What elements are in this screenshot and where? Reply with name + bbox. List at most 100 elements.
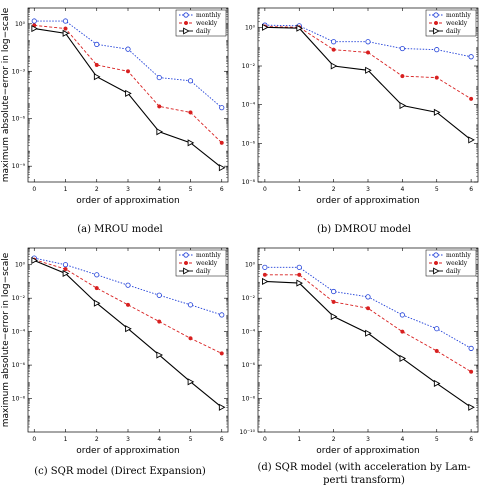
legend-label-weekly: weekly bbox=[446, 260, 468, 267]
data-point-daily bbox=[93, 299, 101, 307]
data-point-monthly bbox=[399, 312, 405, 318]
x-tick-label: 3 bbox=[366, 186, 370, 193]
y-tick-label: 10⁻⁶ bbox=[242, 362, 256, 369]
y-tick-label: 10⁻² bbox=[12, 295, 26, 302]
y-tick-label: 10⁻⁶ bbox=[242, 140, 256, 147]
data-point-weekly bbox=[262, 272, 267, 277]
series-weekly bbox=[32, 257, 224, 356]
legend-label-daily: daily bbox=[446, 28, 461, 35]
legend-marker-weekly bbox=[433, 20, 439, 26]
data-point-weekly bbox=[331, 47, 336, 52]
legend-marker-weekly bbox=[433, 260, 439, 266]
data-point-monthly bbox=[365, 39, 371, 45]
data-point-daily bbox=[468, 403, 475, 411]
data-point-monthly bbox=[31, 18, 37, 24]
caption: (d) SQR model (with acceleration by Lam- bbox=[257, 462, 470, 473]
data-point-monthly bbox=[468, 54, 474, 60]
legend-marker-daily bbox=[183, 27, 190, 35]
data-point-monthly bbox=[331, 39, 337, 45]
y-tick-label: 10⁻⁸ bbox=[12, 396, 26, 403]
series-line-daily bbox=[264, 280, 472, 408]
data-point-daily bbox=[296, 279, 303, 287]
series-monthly bbox=[262, 264, 474, 351]
legend-label-daily: daily bbox=[196, 268, 211, 275]
x-tick-label: 1 bbox=[64, 186, 68, 193]
series-weekly bbox=[262, 272, 474, 374]
data-point-weekly bbox=[188, 110, 193, 115]
x-tick-label: 3 bbox=[126, 186, 130, 193]
panel-3: 10⁰ 10⁻² 10⁻⁴ 10⁻⁶ 10⁻⁸ 0 1 2 3 4 5 6 order of appro… bbox=[1, 247, 229, 477]
x-tick-label: 6 bbox=[469, 436, 473, 443]
legend-label-daily: daily bbox=[446, 268, 461, 275]
y-tick-label: 10⁰ bbox=[245, 262, 256, 269]
y-tick-label: 10⁻² bbox=[242, 295, 256, 302]
data-point-monthly bbox=[187, 78, 194, 84]
x-tick-label: 5 bbox=[189, 186, 193, 193]
legend-label-weekly: weekly bbox=[196, 20, 218, 27]
data-point-weekly bbox=[157, 319, 162, 324]
legend-marker-monthly bbox=[433, 252, 439, 258]
x-tick-label: 4 bbox=[157, 436, 161, 443]
data-point-daily bbox=[330, 62, 338, 70]
data-point-monthly bbox=[434, 326, 440, 332]
data-point-daily bbox=[365, 329, 372, 337]
data-point-daily bbox=[31, 25, 38, 33]
data-point-weekly bbox=[188, 336, 193, 341]
series-line-weekly bbox=[34, 24, 223, 144]
legend-label-daily: daily bbox=[196, 28, 211, 35]
data-point-weekly bbox=[63, 26, 68, 31]
legend-label-monthly: monthly bbox=[196, 252, 221, 259]
legend-marker-daily bbox=[183, 267, 190, 275]
y-tick-label: 10⁻⁴ bbox=[242, 329, 256, 336]
data-point-monthly bbox=[62, 262, 69, 268]
y-axis-label: maximum absolute−error in log−scale bbox=[1, 252, 11, 427]
x-tick-label: 0 bbox=[263, 186, 267, 193]
data-point-weekly bbox=[94, 286, 99, 291]
x-tick-label: 4 bbox=[400, 186, 404, 193]
data-point-weekly bbox=[331, 299, 336, 304]
legend-marker-weekly bbox=[183, 20, 189, 26]
data-point-weekly bbox=[219, 351, 224, 356]
data-point-weekly bbox=[434, 75, 439, 80]
data-point-weekly bbox=[125, 302, 131, 307]
caption: (b) DMROU model bbox=[317, 224, 411, 235]
data-point-monthly bbox=[156, 74, 162, 81]
x-tick-label: 4 bbox=[400, 436, 404, 443]
y-tick-label: 10⁻³ bbox=[12, 68, 26, 75]
series-daily bbox=[31, 256, 226, 411]
data-point-monthly bbox=[94, 41, 100, 47]
x-tick-label: 4 bbox=[157, 186, 161, 193]
x-tick-label: 3 bbox=[126, 436, 130, 443]
legend-label-monthly: monthly bbox=[196, 12, 221, 19]
x-tick-label: 5 bbox=[435, 436, 439, 443]
data-point-daily bbox=[31, 256, 38, 265]
data-point-weekly bbox=[63, 267, 68, 272]
y-tick-label: 10⁻⁹ bbox=[12, 163, 26, 170]
x-tick-label: 1 bbox=[297, 436, 301, 443]
data-point-daily bbox=[218, 403, 226, 411]
data-point-weekly bbox=[94, 62, 99, 68]
data-point-daily bbox=[433, 379, 441, 387]
series-monthly bbox=[31, 18, 225, 111]
y-tick-label: 10⁰ bbox=[245, 24, 256, 31]
x-axis-label: order of approximation bbox=[316, 446, 419, 456]
data-point-daily bbox=[93, 73, 101, 81]
y-axis-label: maximum absolute−error in log−scale bbox=[1, 7, 11, 182]
data-point-weekly bbox=[365, 50, 371, 55]
data-point-weekly bbox=[469, 96, 474, 101]
data-point-daily bbox=[399, 354, 407, 362]
data-point-daily bbox=[62, 29, 70, 37]
x-tick-label: 6 bbox=[220, 436, 224, 443]
data-point-monthly bbox=[296, 264, 302, 270]
y-tick-label: 10⁻⁶ bbox=[12, 362, 26, 369]
legend-label-monthly: monthly bbox=[446, 12, 471, 19]
x-axis-label: order of approximation bbox=[76, 196, 179, 206]
x-tick-label: 1 bbox=[64, 436, 68, 443]
data-point-monthly bbox=[62, 18, 69, 24]
series-daily bbox=[262, 277, 475, 411]
legend-marker-weekly bbox=[183, 260, 189, 266]
data-point-daily bbox=[330, 312, 338, 321]
